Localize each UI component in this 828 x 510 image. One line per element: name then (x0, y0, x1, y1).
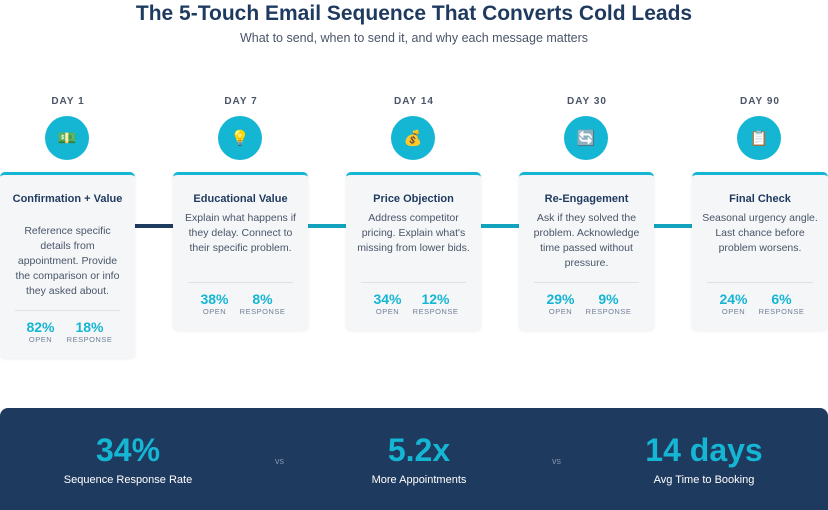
response-rate-value: 9% (598, 291, 619, 307)
card-divider (534, 282, 639, 283)
response-rate-stat: 18% RESPONSE (62, 319, 117, 345)
response-rate-label: RESPONSE (585, 307, 632, 316)
money-bag-icon: 💰 (391, 116, 435, 160)
step-title: Confirmation + Value (12, 193, 123, 205)
page-title: The 5-Touch Email Sequence That Converts… (135, 2, 693, 25)
open-rate-stat: 34% OPEN (365, 291, 410, 317)
step-day-label: DAY 30 (567, 96, 607, 107)
step-description: Address competitor pricing. Explain what… (357, 212, 470, 254)
response-rate-label: RESPONSE (412, 307, 459, 316)
step-day-label: DAY 1 (51, 96, 85, 107)
response-rate-stat: 12% RESPONSE (408, 291, 463, 317)
open-rate-stat: 29% OPEN (538, 291, 583, 317)
open-rate-stat: 38% OPEN (192, 291, 237, 317)
vs-separator: vs (552, 456, 561, 466)
open-rate-value: 38% (200, 291, 229, 307)
step-card: Confirmation + Value Reference specific … (0, 172, 135, 358)
open-rate-stat: 82% OPEN (18, 319, 63, 345)
step-day-label: DAY 14 (394, 96, 434, 107)
summary-stat-label: Sequence Response Rate (63, 474, 193, 486)
step-day-label: DAY 7 (224, 96, 258, 107)
response-rate-stat: 6% RESPONSE (754, 291, 809, 317)
summary-stat-label: More Appointments (371, 474, 467, 486)
timeline-connector (135, 224, 175, 228)
summary-banner: 34% Sequence Response Rate vs 5.2x More … (0, 408, 828, 510)
vs-separator: vs (275, 456, 284, 466)
timeline-connector (308, 224, 348, 228)
response-rate-stat: 8% RESPONSE (235, 291, 290, 317)
card-divider (361, 282, 466, 283)
open-rate-value: 82% (26, 319, 55, 335)
refresh-icon: 🔄 (564, 116, 608, 160)
step-title: Final Check (729, 193, 791, 205)
summary-stat-appointments: 5.2x More Appointments (329, 430, 509, 486)
step-description: Ask if they solved the problem. Acknowle… (533, 212, 640, 269)
open-rate-label: OPEN (721, 307, 746, 316)
step-card: Re-Engagement Ask if they solved the pro… (519, 172, 654, 330)
timeline-connector (481, 224, 521, 228)
summary-stat-response-rate: 34% Sequence Response Rate (38, 430, 218, 486)
open-rate-label: OPEN (202, 307, 227, 316)
card-divider (188, 282, 293, 283)
open-rate-label: OPEN (548, 307, 573, 316)
step-description: Seasonal urgency angle. Last chance befo… (702, 212, 818, 254)
cash-icon: 💵 (45, 116, 89, 160)
page-subtitle: What to send, when to send it, and why e… (239, 31, 589, 45)
step-title: Re-Engagement (544, 193, 629, 205)
card-divider (15, 310, 120, 311)
step-description: Reference specific details from appointm… (15, 225, 120, 297)
open-rate-value: 34% (373, 291, 402, 307)
summary-stat-value: 5.2x (387, 432, 451, 468)
step-card: Educational Value Explain what happens i… (173, 172, 308, 330)
open-rate-value: 24% (719, 291, 748, 307)
step-card: Final Check Seasonal urgency angle. Last… (692, 172, 828, 330)
response-rate-label: RESPONSE (239, 307, 286, 316)
summary-stat-time-to-booking: 14 days Avg Time to Booking (614, 430, 794, 486)
response-rate-value: 8% (252, 291, 273, 307)
response-rate-value: 6% (771, 291, 792, 307)
response-rate-label: RESPONSE (758, 307, 805, 316)
card-divider (707, 282, 813, 283)
step-title: Price Objection (373, 193, 454, 205)
open-rate-stat: 24% OPEN (711, 291, 756, 317)
summary-stat-value: 34% (95, 432, 161, 468)
open-rate-value: 29% (546, 291, 575, 307)
response-rate-value: 18% (75, 319, 104, 335)
open-rate-label: OPEN (28, 335, 53, 344)
clipboard-icon: 📋 (737, 116, 781, 160)
response-rate-label: RESPONSE (66, 335, 113, 344)
summary-stat-label: Avg Time to Booking (653, 474, 755, 486)
response-rate-stat: 9% RESPONSE (581, 291, 636, 317)
response-rate-value: 12% (421, 291, 450, 307)
lightbulb-icon: 💡 (218, 116, 262, 160)
step-description: Explain what happens if they delay. Conn… (185, 212, 296, 254)
timeline-connector (654, 224, 694, 228)
open-rate-label: OPEN (375, 307, 400, 316)
step-card: Price Objection Address competitor prici… (346, 172, 481, 330)
step-title: Educational Value (193, 193, 288, 205)
summary-stat-value: 14 days (645, 432, 763, 468)
step-day-label: DAY 90 (740, 96, 780, 107)
